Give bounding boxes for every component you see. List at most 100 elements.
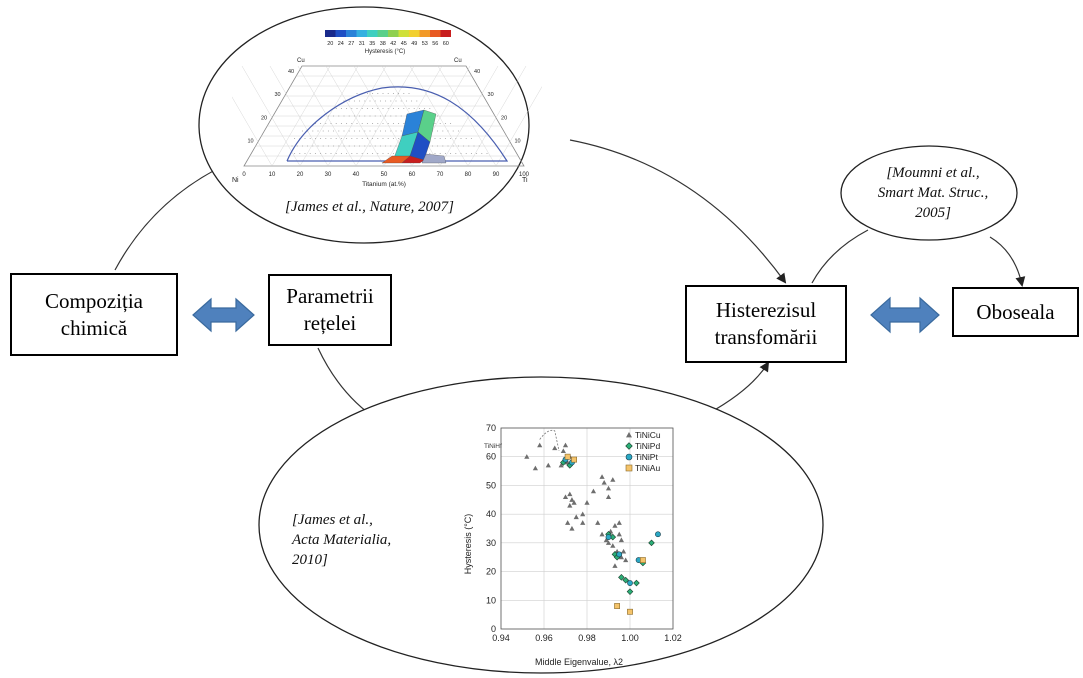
chart-point-tinicu [580,511,586,517]
ternary-sample-dot [455,138,457,139]
ternary-sample-dot [335,123,337,124]
ternary-sample-dot [327,145,329,147]
colorbar-tick-label: 56 [432,41,438,47]
colorbar-tick-label: 42 [390,41,396,47]
moumni-reference-line3: 2005] [915,205,951,221]
ternary-sample-dot [400,100,402,102]
colorbar-swatch [430,30,441,37]
chart-x-tick-label: 0.98 [578,633,596,643]
ternary-grid-line [297,65,357,167]
ternary-grid-line [437,65,497,167]
ternary-sample-dot [359,115,361,117]
legend-marker-tinipt [625,453,633,461]
ternary-sample-dot [356,138,358,139]
ternary-body: 0 10 20 30 40 50 60 70 80 90 100 10 20 30 40 40 30 20 10 [232,65,542,178]
ternary-sample-dot [330,138,332,139]
ternary-hysteresis-patch [401,155,425,164]
ternary-sample-dot [460,138,462,139]
ternary-sample-dot [437,115,439,117]
ternary-sample-dot [372,93,374,94]
ternary-sample-dot [450,153,452,154]
colorbar-swatch [440,30,451,37]
chart-point-tinipd [626,588,634,595]
ternary-plot: 20 24 27 31 35 38 42 45 49 53 56 60 Hysteresis (°C)… [232,30,542,188]
legend-label-tiniau: TiNiAu [635,463,660,473]
legend-label-tinicu: TiNiCu [635,430,661,440]
ternary-sample-dot [398,108,400,109]
ternary-sample-dot [320,153,322,154]
ternary-sample-dot [312,130,314,132]
legend-marker-tinipd [625,442,633,450]
ternary-sample-dot [343,130,345,132]
ternary-sample-dot [395,115,397,117]
ternary-sample-dot [377,108,379,109]
ternary-bottom-tick-label: 90 [493,172,500,178]
ternary-sample-dot [382,153,384,154]
chart-point-tinipt [616,551,623,558]
ternary-sample-dot [385,145,387,147]
ternary-sample-dot [348,115,350,117]
acta-reference: [James et al., Acta Materialia, 2010] [292,510,391,570]
ternary-sample-dot [398,93,400,94]
ternary-bottom-tick-label: 50 [381,172,388,178]
ternary-sample-dot [437,130,439,132]
acta-reference-line1: [James et al., [292,512,373,528]
ternary-left-label: Ni [232,177,239,184]
ternary-sample-dot [429,153,431,154]
ternary-boundary-curve [286,86,509,162]
ternary-sample-dot [335,108,337,109]
ternary-sample-dot [359,100,361,102]
ternary-sample-dot [346,123,348,124]
chart-point-tiniau [640,557,646,563]
ternary-sample-dot [325,123,327,124]
ternary-sample-dot [405,100,407,102]
ternary-sample-dot [390,130,392,132]
colorbar-swatch [377,30,388,37]
ternary-sample-dot [377,123,379,124]
ternary-sample-dot [359,145,361,147]
double-arrow-composition-lattice [192,297,255,333]
ternary-bottom-tick-label: 20 [297,172,304,178]
ternary-sample-dot [387,93,389,94]
ternary-grid-line [241,65,301,167]
chart-x-axis-label: Middle Eigenvalue, λ2 [535,657,623,667]
ternary-sample-dot [411,100,413,102]
colorbar-swatch [367,30,378,37]
ternary-sample-dot [356,93,358,94]
ternary-right-tick-label: 10 [515,139,521,145]
colorbar-swatch [356,30,367,37]
ternary-sample-dot [382,138,384,139]
ternary-sample-dot [400,115,402,117]
ternary-sample-dot [408,108,410,109]
ternary-sample-dot [309,138,311,139]
ternary-right-tick-label: 20 [501,115,507,121]
ternary-sample-dot [366,153,368,154]
ternary-sample-dot [372,138,374,139]
ternary-sample-dot [294,153,296,154]
ternary-sample-dot [374,130,376,132]
ternary-hysteresis-patch [421,153,447,164]
ternary-sample-dot [450,123,452,124]
chart-point-tinicu [623,557,629,563]
ternary-sample-dot [340,153,342,154]
ternary-sample-dot [351,153,353,154]
acta-reference-line2: Acta Materialia, [292,532,392,548]
chart-y-tick-label: 70 [486,423,496,433]
ternary-sample-dot [439,138,441,139]
hysteresis-box: Histerezisul transfomării [685,285,847,363]
chart-point-tinicu [610,543,616,548]
ternary-sample-dot [481,153,483,154]
ternary-sample-dot [348,100,350,102]
ternary-sample-dot [340,123,342,124]
ternary-sample-dot [346,153,348,154]
chart-y-tick-label: 0 [491,624,496,634]
ternary-sample-dot [429,108,431,109]
chart-point-tinicu [605,485,612,491]
chart-point-tinicu [612,523,618,528]
ternary-sample-dot [366,138,368,139]
ternary-sample-dot [325,153,327,154]
ternary-sample-dot [473,145,475,147]
colorbar-tick-label: 38 [380,41,386,47]
ternary-sample-dot [439,153,441,154]
ternary-left-tick-label: 10 [247,139,253,145]
